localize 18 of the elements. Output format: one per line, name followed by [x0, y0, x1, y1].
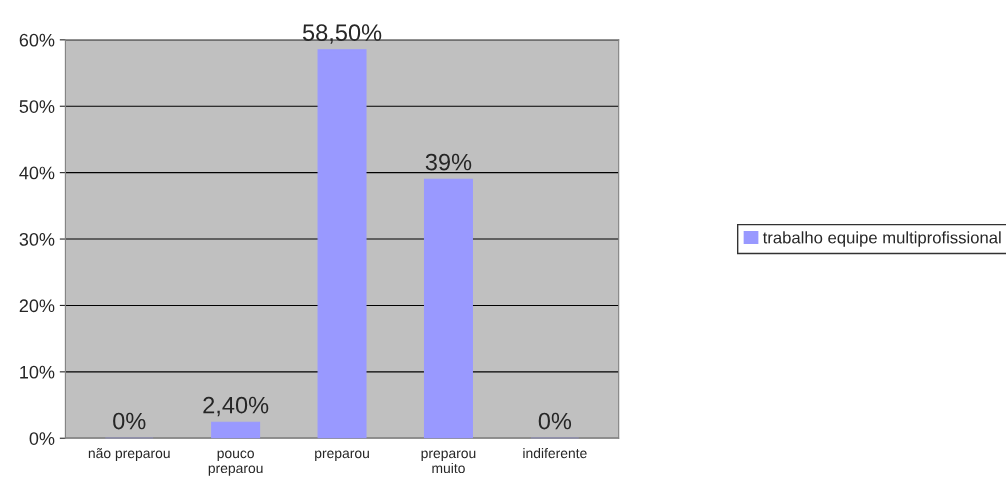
data-label: 2,40%: [203, 396, 269, 417]
y-tick-label: 0%: [29, 432, 55, 445]
x-tick-label: preparou: [315, 450, 369, 461]
data-label: 39%: [425, 153, 472, 171]
y-tick-label: 40%: [19, 166, 55, 180]
data-label: 0%: [538, 412, 572, 430]
y-tick-label: 60%: [19, 33, 55, 47]
x-tick-label: preparou muito: [421, 450, 476, 474]
data-label: 58,50%: [302, 24, 382, 44]
y-tick-label: 30%: [19, 232, 55, 246]
x-tick-label: não preparou: [88, 448, 170, 461]
legend-label: trabalho equipe multiprofissional: [762, 231, 1001, 247]
y-tick-label: 50%: [19, 100, 55, 113]
y-tick-label: 10%: [20, 365, 55, 379]
y-tick-label: 20%: [19, 299, 55, 313]
x-tick-label: indiferente: [523, 447, 587, 459]
data-label: 0%: [113, 412, 146, 430]
x-tick-label: pouco preparou: [208, 450, 263, 476]
